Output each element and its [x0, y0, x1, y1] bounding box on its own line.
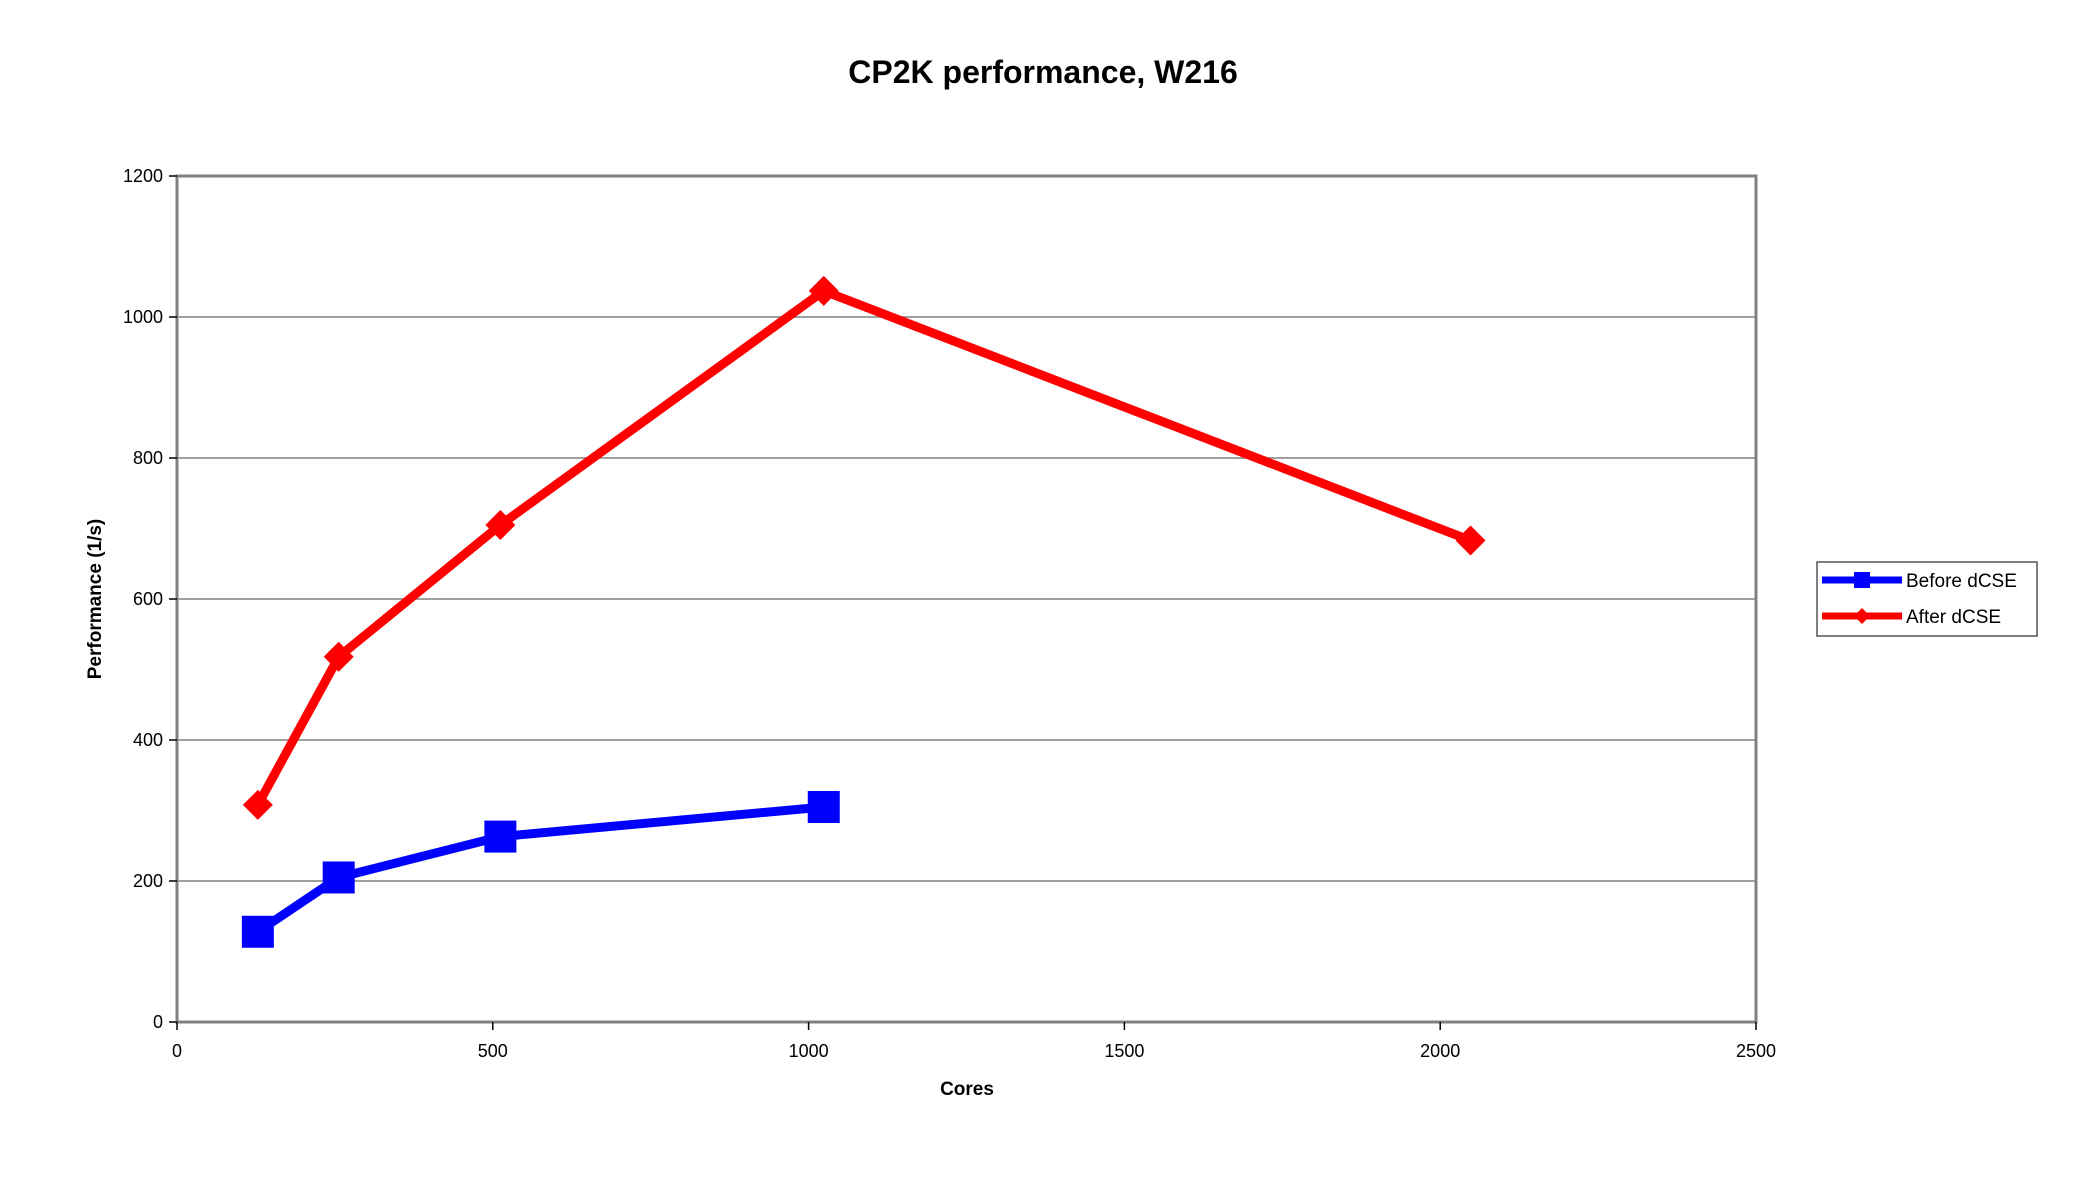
data-point-before-dcse: [484, 820, 517, 853]
series-after-dcse: [242, 275, 1486, 820]
y-axis-label: Performance (1/s): [85, 519, 106, 680]
legend-marker: [1854, 608, 1870, 624]
x-tick-label: 2500: [1736, 1041, 1776, 1061]
data-point-after-dcse: [808, 275, 839, 306]
gridlines: [177, 316, 1756, 882]
data-point-after-dcse: [1455, 525, 1486, 556]
y-tick-label: 800: [133, 448, 163, 468]
y-tick-label: 1000: [123, 307, 163, 327]
data-point-after-dcse: [323, 641, 354, 672]
data-point-before-dcse: [322, 861, 355, 894]
data-point-after-dcse: [485, 509, 516, 540]
chart-title: CP2K performance, W216: [848, 54, 1237, 90]
y-tick-label: 200: [133, 871, 163, 891]
x-tick-label: 500: [478, 1041, 508, 1061]
x-tick-label: 1000: [789, 1041, 829, 1061]
y-tick-label: 600: [133, 589, 163, 609]
legend-marker: [1854, 572, 1870, 588]
y-tick-label: 1200: [123, 166, 163, 186]
data-point-after-dcse: [242, 789, 273, 820]
legend: Before dCSE After dCSE: [1816, 561, 2038, 637]
x-tick-label: 2000: [1420, 1041, 1460, 1061]
series-before-dcse: [241, 790, 840, 948]
legend-label: After dCSE: [1906, 607, 2001, 628]
legend-item-after-dcse: After dCSE: [1822, 607, 2001, 628]
y-tick-label: 0: [153, 1012, 163, 1032]
series-line-before-dcse: [255, 802, 825, 936]
data-series: [241, 275, 1486, 948]
series-line-after-dcse: [253, 286, 1473, 808]
legend-box: [1816, 561, 2038, 637]
legend-label: Before dCSE: [1906, 571, 2017, 592]
x-tick-label: 0: [172, 1041, 182, 1061]
data-point-before-dcse: [807, 790, 840, 823]
axis-ticks: 0 200 400 600 800 1000 1200 0 500 1000 1500 2000 250…: [123, 166, 1776, 1061]
y-tick-label: 400: [133, 730, 163, 750]
x-axis-label: Cores: [940, 1079, 994, 1100]
data-point-before-dcse: [241, 915, 274, 948]
x-tick-label: 1500: [1104, 1041, 1144, 1061]
legend-item-before-dcse: Before dCSE: [1822, 571, 2017, 592]
